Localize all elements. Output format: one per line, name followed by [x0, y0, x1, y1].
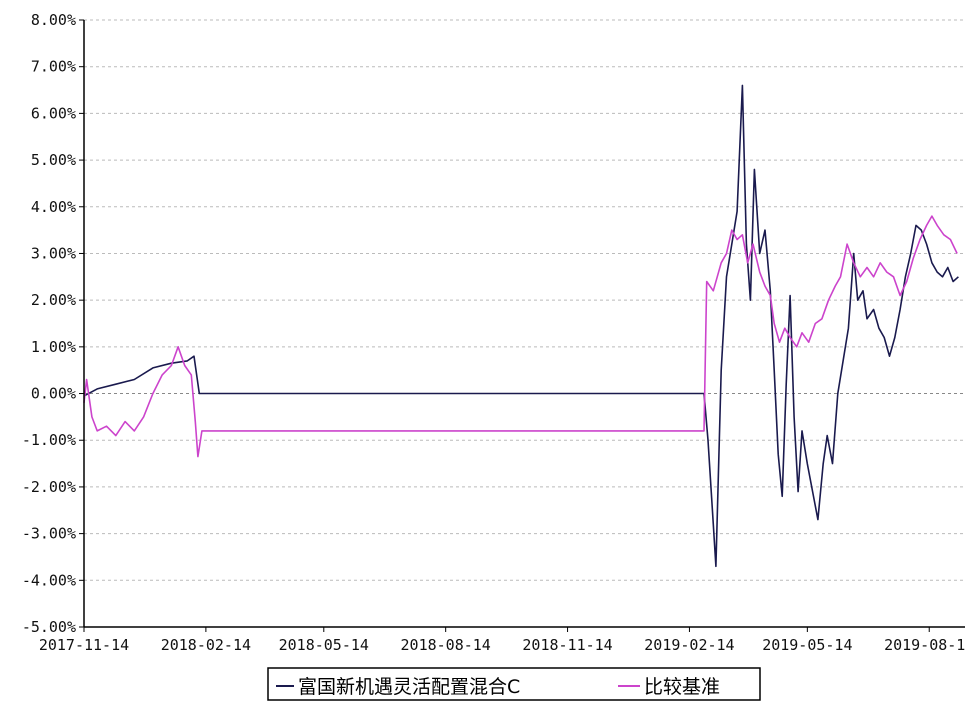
- axes: [83, 20, 965, 628]
- x-tick-label: 2017-11-14: [39, 636, 129, 654]
- x-tick-label: 2018-11-14: [522, 636, 612, 654]
- y-tick-label: 4.00%: [31, 198, 76, 216]
- y-tick-label: 0.00%: [31, 385, 76, 403]
- y-tick-label: 5.00%: [31, 151, 76, 169]
- legend-label-fund: 富国新机遇灵活配置混合C: [298, 676, 520, 698]
- x-tick-label: 2019-05-14: [762, 636, 852, 654]
- x-tick-label: 2018-08-14: [401, 636, 491, 654]
- y-tick-label: 2.00%: [31, 291, 76, 309]
- y-tick-label: -1.00%: [22, 431, 76, 449]
- y-tick-label: 1.00%: [31, 338, 76, 356]
- y-tick-label: -2.00%: [22, 478, 76, 496]
- gridlines: [84, 19, 965, 581]
- legend-frame: [267, 667, 761, 701]
- y-tick-label: -5.00%: [22, 618, 76, 636]
- series-lines: [83, 84, 959, 568]
- x-tick-label: 2018-05-14: [279, 636, 369, 654]
- series-line-fund: [83, 84, 959, 568]
- x-tick-label: 2019-02-14: [644, 636, 734, 654]
- y-tick-label: -4.00%: [22, 571, 76, 589]
- x-tick-label: 2019-08-14: [884, 636, 965, 654]
- series-line-benchmark: [83, 215, 958, 458]
- y-axis-ticks: 8.00% 7.00% 6.00% 5.00% 4.00% 3.00% 2.00% 1.00%…: [22, 11, 84, 636]
- y-tick-label: -3.00%: [22, 525, 76, 543]
- x-tick-label: 2018-02-14: [161, 636, 251, 654]
- y-tick-label: 8.00%: [31, 11, 76, 29]
- y-tick-label: 3.00%: [31, 244, 76, 262]
- y-tick-label: 7.00%: [31, 58, 76, 76]
- legend: 富国新机遇灵活配置混合C 比较基准: [267, 667, 761, 701]
- legend-label-benchmark: 比较基准: [644, 676, 720, 698]
- y-tick-label: 6.00%: [31, 104, 76, 122]
- x-axis-ticks: 2017-11-14 2018-02-14 2018-05-14 2018-08-14…: [39, 627, 965, 654]
